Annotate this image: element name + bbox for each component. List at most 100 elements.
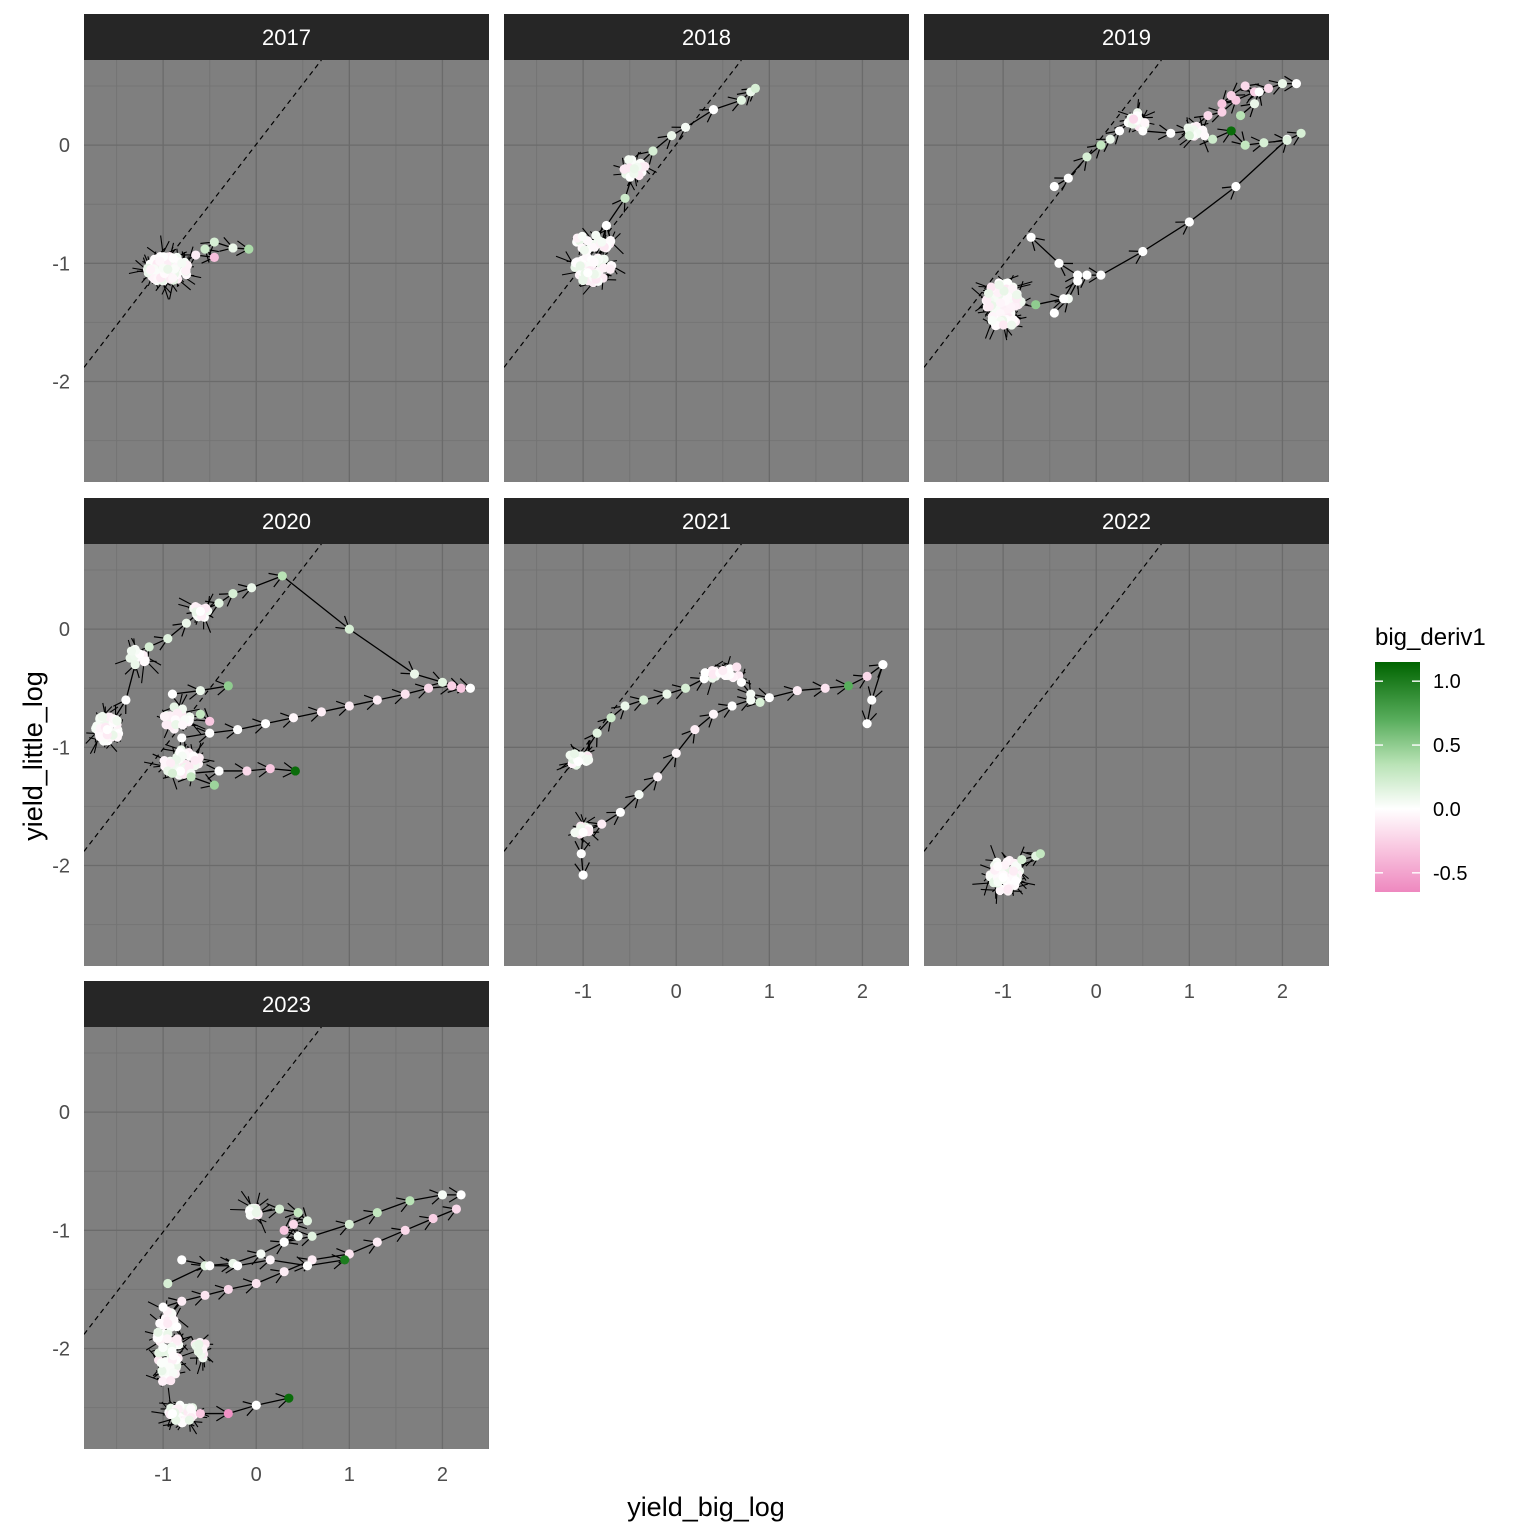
trajectory-segment: [414, 673, 443, 683]
data-point: [1054, 258, 1064, 268]
data-point: [186, 1404, 196, 1414]
y-tick-label: -2: [52, 1339, 70, 1361]
data-point: [736, 95, 747, 105]
data-point: [1249, 99, 1260, 109]
data-point: [727, 701, 737, 711]
data-point: [620, 701, 630, 711]
data-point: [158, 1302, 168, 1312]
data-point: [344, 1219, 354, 1230]
strip-2019: [924, 14, 1329, 60]
strip-2021: [504, 498, 909, 544]
data-point: [95, 731, 105, 742]
x-tick-label: -1: [574, 981, 592, 1003]
panel-plot-2019: [924, 60, 1329, 482]
data-point: [242, 766, 252, 776]
strip-2023: [84, 981, 489, 1027]
data-point: [1138, 126, 1148, 136]
data-point: [755, 697, 765, 707]
data-point: [573, 756, 584, 767]
data-point: [583, 268, 593, 278]
data-point: [447, 681, 457, 691]
data-point: [168, 1351, 179, 1361]
data-point: [302, 1216, 313, 1226]
trajectory-segment: [349, 699, 378, 707]
trajectory-segment: [270, 1259, 308, 1267]
y-tick-label: 0: [59, 619, 70, 641]
data-point: [168, 1368, 178, 1378]
data-point: [159, 711, 170, 722]
data-point: [1282, 135, 1292, 145]
data-point: [1138, 246, 1148, 257]
data-point: [690, 724, 700, 735]
data-point: [293, 1207, 303, 1218]
facet-panel-2023: 2023: [84, 981, 489, 1449]
data-point: [1240, 140, 1250, 150]
data-point: [583, 754, 593, 764]
data-point: [597, 237, 607, 247]
facet-panel-2022: 2022: [924, 498, 1329, 966]
trajectory-segment: [871, 664, 884, 701]
data-point: [400, 689, 410, 699]
strip-label-2022: 2022: [1102, 509, 1151, 534]
x-tick-label: 1: [344, 1464, 355, 1486]
trajectory-segment: [172, 689, 201, 695]
facet-panel-2021: 2021: [504, 498, 909, 966]
data-point: [1231, 181, 1241, 192]
data-point: [191, 250, 201, 260]
data-point: [575, 261, 585, 271]
trajectory-segment: [311, 1223, 350, 1237]
data-point: [1017, 855, 1027, 865]
data-point: [169, 264, 179, 274]
trajectory-segment: [1100, 250, 1144, 276]
data-point: [577, 231, 587, 241]
data-point: [223, 1284, 233, 1295]
data-point: [1203, 110, 1213, 121]
x-tick-label: 1: [1184, 981, 1195, 1003]
reference-line: [504, 544, 742, 852]
y-tick-label: 0: [59, 135, 70, 157]
data-point: [193, 1346, 203, 1357]
data-point: [671, 748, 681, 758]
data-point: [246, 583, 257, 593]
data-point: [589, 257, 599, 267]
trajectory-segment: [1067, 156, 1088, 179]
data-point: [634, 789, 644, 800]
data-point: [620, 193, 630, 203]
data-point: [194, 1339, 204, 1349]
data-point: [576, 849, 586, 859]
data-point: [465, 683, 475, 693]
trajectory-segment: [713, 99, 742, 111]
trajectory-segment: [1030, 236, 1060, 264]
strip-label-2019: 2019: [1102, 25, 1151, 50]
trajectory-segment: [377, 1200, 411, 1214]
data-point: [340, 1255, 350, 1265]
data-point: [155, 1318, 165, 1328]
data-point: [163, 633, 173, 644]
trajectory-segment: [237, 723, 266, 731]
data-point: [1240, 81, 1250, 91]
color-legend: big_deriv1 1.0 0.5 0.0 -0.5: [1375, 624, 1486, 892]
data-point: [597, 819, 607, 829]
data-point: [1003, 884, 1013, 894]
data-point: [428, 1213, 438, 1224]
data-point: [288, 713, 299, 723]
data-point: [157, 1366, 167, 1376]
data-point: [260, 719, 271, 729]
strip-label-2020: 2020: [262, 509, 311, 534]
data-point: [195, 1408, 205, 1419]
x-tick-label: 2: [437, 1464, 448, 1486]
data-point: [409, 669, 420, 679]
legend-break-label: 0.5: [1433, 735, 1461, 757]
data-point: [209, 252, 219, 263]
data-point: [223, 1408, 233, 1419]
data-point: [302, 1261, 313, 1271]
trajectory-segment: [377, 1229, 406, 1243]
data-point: [1184, 131, 1194, 141]
data-point: [569, 749, 580, 759]
panel-background-2019: [924, 60, 1329, 482]
panel-background-2018: [504, 60, 909, 482]
data-point: [400, 1225, 410, 1235]
data-point: [592, 728, 602, 738]
data-point: [437, 677, 448, 687]
x-tick-label: -1: [994, 981, 1012, 1003]
